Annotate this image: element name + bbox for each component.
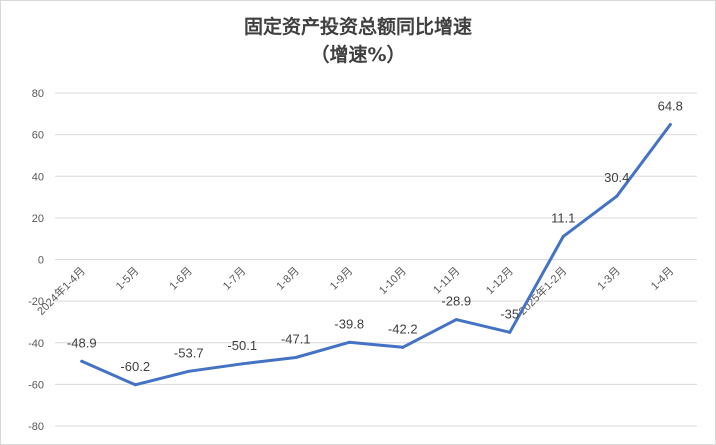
x-tick-label: 1-12月 bbox=[484, 265, 516, 297]
data-point bbox=[133, 383, 137, 387]
data-label: -48.9 bbox=[67, 335, 97, 350]
x-tick-label: 1-7月 bbox=[221, 265, 249, 293]
data-point bbox=[80, 359, 84, 363]
data-label: 11.1 bbox=[551, 210, 575, 225]
data-label: -28.9 bbox=[441, 294, 471, 309]
x-tick-label: 1-3月 bbox=[595, 265, 623, 293]
x-tick-label: 1-4月 bbox=[649, 265, 677, 293]
x-tick-label: 1-8月 bbox=[274, 265, 302, 293]
data-point bbox=[240, 362, 244, 366]
chart-title: 固定资产投资总额同比增速 bbox=[243, 16, 472, 38]
data-point bbox=[347, 340, 351, 344]
y-tick-label: -20 bbox=[28, 296, 44, 308]
data-point bbox=[615, 194, 619, 198]
data-label: -35 bbox=[500, 306, 519, 321]
y-tick-label: -40 bbox=[28, 338, 44, 350]
data-label: 64.8 bbox=[658, 99, 683, 114]
y-tick-label: 60 bbox=[32, 130, 44, 142]
data-label: 30.4 bbox=[604, 170, 629, 185]
x-tick-label: 1-10月 bbox=[377, 265, 409, 297]
series-line bbox=[80, 123, 672, 387]
data-label: -42.2 bbox=[388, 321, 418, 336]
data-label: -53.7 bbox=[174, 345, 204, 360]
data-point bbox=[454, 318, 458, 322]
x-tick-label: 1-5月 bbox=[114, 265, 142, 293]
data-label: -50.1 bbox=[227, 338, 257, 353]
data-point bbox=[668, 123, 672, 127]
y-tick-label: 80 bbox=[32, 88, 44, 100]
x-tick-label: 2024年1-4月 bbox=[34, 264, 88, 318]
y-tick-label: 40 bbox=[32, 171, 44, 183]
x-tick-label: 1-11月 bbox=[431, 265, 462, 296]
data-point bbox=[561, 234, 565, 238]
y-tick-label: 20 bbox=[32, 213, 44, 225]
data-point bbox=[401, 345, 405, 349]
data-point bbox=[187, 369, 191, 373]
data-point bbox=[508, 330, 512, 334]
x-tick-label: 1-6月 bbox=[167, 265, 195, 293]
data-label: -60.2 bbox=[120, 359, 150, 374]
y-tick-label: 0 bbox=[38, 255, 44, 267]
x-tick-label: 1-9月 bbox=[328, 265, 356, 293]
data-point bbox=[294, 356, 298, 360]
y-tick-label: -80 bbox=[28, 421, 44, 433]
y-tick-label: -60 bbox=[28, 379, 44, 391]
data-label: -47.1 bbox=[281, 332, 311, 347]
chart-subtitle: （增速%） bbox=[310, 44, 406, 66]
data-label: -39.8 bbox=[334, 316, 364, 331]
